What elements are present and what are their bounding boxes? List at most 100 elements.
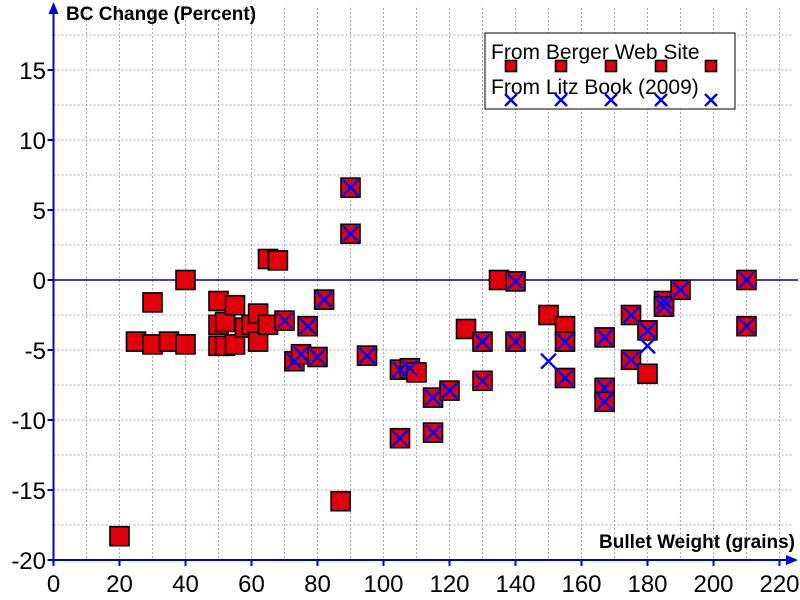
data-point-litz: [292, 345, 310, 363]
legend-marker-berger: [554, 59, 568, 73]
data-point-litz: [424, 389, 442, 406]
legend-marker-berger: [604, 59, 618, 73]
x-marker-stroke: [622, 351, 640, 369]
data-point-berger: [267, 250, 289, 271]
x-tick-label: 200: [693, 571, 733, 598]
x-marker-stroke: [504, 93, 518, 107]
data-point-litz: [299, 317, 316, 335]
legend-label-berger: From Berger Web Site: [491, 41, 700, 64]
data-point-litz: [342, 225, 359, 243]
y-tick-label: -20: [11, 548, 46, 575]
data-point-berger: [109, 525, 130, 547]
y-tick-label: -15: [11, 478, 46, 505]
x-marker-stroke: [655, 298, 673, 315]
data-point-litz: [401, 359, 419, 377]
x-tick-label: 140: [495, 571, 535, 598]
x-marker-stroke: [424, 424, 442, 441]
y-tick-label: 15: [19, 58, 46, 85]
x-marker-stroke: [342, 179, 359, 196]
data-point-litz: [391, 429, 409, 447]
data-point-litz: [276, 312, 293, 329]
legend-marker-litz: [654, 93, 668, 107]
x-marker-stroke: [556, 369, 574, 387]
x-marker-stroke: [622, 306, 640, 324]
data-point-berger: [175, 269, 196, 291]
y-tick-label: -10: [11, 408, 46, 435]
x-marker-stroke: [507, 333, 524, 350]
x-tick-label: 20: [106, 571, 133, 598]
x-axis-arrow: [786, 555, 798, 565]
data-point-litz: [738, 317, 755, 335]
x-marker-stroke: [554, 93, 568, 107]
data-point-litz: [556, 333, 574, 350]
x-tick-label: 180: [627, 571, 667, 598]
x-marker-stroke: [596, 329, 613, 346]
data-point-litz: [738, 271, 755, 289]
data-point-litz: [474, 372, 491, 390]
legend-label-litz: From Litz Book (2009): [491, 76, 699, 99]
x-marker-stroke: [639, 337, 656, 355]
data-point-litz: [655, 298, 673, 315]
data-point-litz: [342, 179, 359, 196]
x-marker-stroke: [704, 93, 718, 107]
legend-marker-berger: [704, 59, 718, 73]
data-point-litz: [507, 333, 524, 350]
x-tick-label: 0: [47, 571, 60, 598]
data-point-berger: [406, 362, 427, 383]
series-litz: [276, 179, 755, 447]
data-point-litz: [358, 347, 376, 364]
legend-marker-litz: [604, 93, 618, 107]
x-marker-stroke: [556, 333, 574, 350]
y-tick-label: 10: [19, 128, 46, 155]
x-marker-stroke: [474, 372, 491, 390]
y-tick-label: -5: [25, 338, 46, 365]
data-point-berger: [175, 334, 196, 355]
x-marker-stroke: [654, 93, 668, 107]
data-point-litz: [556, 369, 574, 387]
x-marker-stroke: [639, 322, 656, 339]
x-tick-label: 60: [238, 571, 265, 598]
legend-marker-berger: [504, 59, 518, 73]
y-tick-label: 5: [33, 198, 46, 225]
x-tick-label: 80: [304, 571, 331, 598]
x-marker-stroke: [315, 291, 333, 308]
x-marker-stroke: [342, 225, 359, 243]
x-marker-stroke: [474, 333, 491, 350]
x-marker-stroke: [507, 273, 524, 290]
legend: From Berger Web Site From Litz Book (200…: [484, 32, 736, 110]
data-point-litz: [596, 379, 613, 397]
x-marker-stroke: [299, 317, 316, 335]
x-marker-stroke: [738, 271, 755, 289]
x-tick-label: 220: [759, 571, 799, 598]
x-tick-label: 100: [363, 571, 403, 598]
x-marker-stroke: [672, 281, 689, 299]
x-marker-stroke: [604, 93, 618, 107]
data-point-litz: [315, 291, 333, 308]
data-point-litz: [424, 424, 442, 441]
data-point-litz: [596, 393, 613, 411]
data-point-berger: [637, 363, 658, 385]
legend-marker-litz: [704, 93, 718, 107]
x-marker-stroke: [309, 348, 326, 366]
x-marker-stroke: [738, 317, 755, 335]
data-point-litz: [540, 352, 557, 370]
data-point-litz: [622, 351, 640, 369]
x-marker-stroke: [655, 292, 673, 310]
x-marker-stroke: [391, 429, 409, 447]
y-axis-title: BC Change (Percent): [66, 4, 256, 25]
x-marker-stroke: [358, 347, 376, 364]
x-axis-title: Bullet Weight (grains): [599, 532, 795, 553]
x-tick-label: 160: [561, 571, 601, 598]
x-marker-stroke: [292, 345, 310, 363]
data-point-berger: [455, 318, 477, 340]
data-point-litz: [639, 337, 656, 355]
y-axis-arrow: [48, 2, 59, 14]
data-point-litz: [622, 306, 640, 324]
data-point-litz: [655, 292, 673, 310]
x-tick-label: 40: [172, 571, 199, 598]
x-marker-stroke: [441, 382, 458, 399]
legend-marker-berger: [654, 59, 668, 73]
x-marker-stroke: [540, 352, 557, 370]
data-point-litz: [441, 382, 458, 399]
